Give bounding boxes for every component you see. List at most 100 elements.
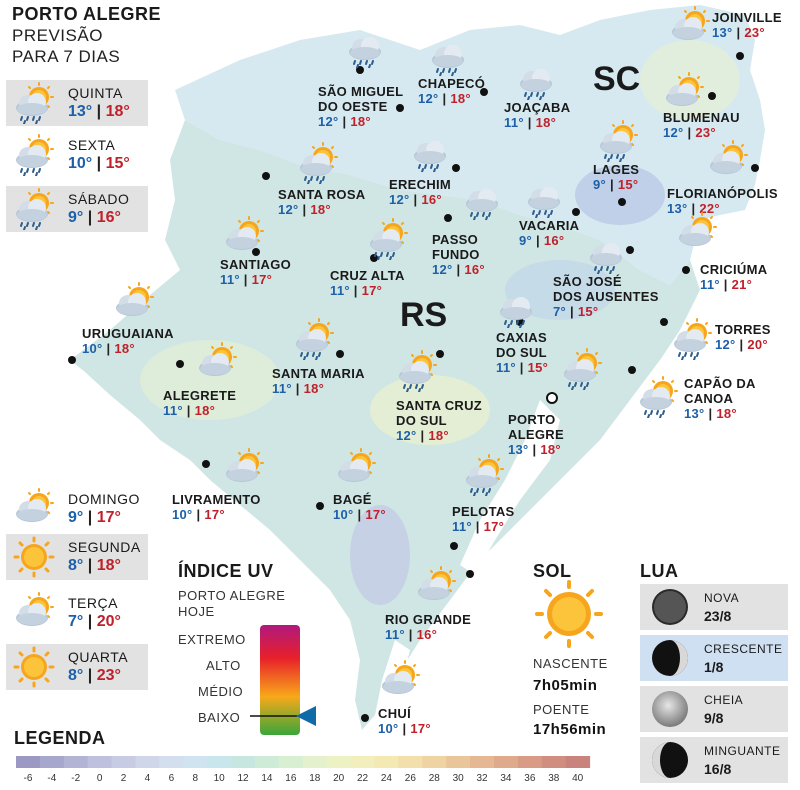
sun-cloud-rain-icon: [395, 350, 439, 393]
city-name: SANTA ROSA: [278, 187, 366, 202]
forecast-day-2: SÁBADO 9° | 16°: [6, 186, 148, 232]
city-name-line2: DOS AUSENTES: [553, 289, 659, 304]
legend-swatch: [565, 756, 591, 768]
legend-scale-value: 30: [452, 773, 464, 784]
forecast-day-1: SEXTA 10° | 15°: [6, 132, 148, 178]
sun-cloud-icon: [414, 566, 458, 608]
city-name: SÃO JOSÉ: [553, 274, 622, 289]
sun-cloud-rain-icon: [596, 120, 640, 163]
city-marker[interactable]: [202, 460, 210, 468]
city-marker[interactable]: [252, 248, 260, 256]
city-label: SANTIAGO 11° | 17°: [220, 257, 291, 287]
city-marker[interactable]: [628, 366, 636, 374]
city-temps: 7° | 15°: [553, 304, 599, 319]
city-marker[interactable]: [396, 104, 404, 112]
city-name: CHUÍ: [378, 706, 411, 721]
city-marker[interactable]: [626, 246, 634, 254]
city-label: CRUZ ALTA 11° | 17°: [330, 268, 405, 298]
city-marker[interactable]: [361, 714, 369, 722]
city-label: TORRES 12° | 20°: [715, 322, 771, 352]
city-name: PELOTAS: [452, 504, 515, 519]
city-marker[interactable]: [370, 254, 378, 262]
moon-phase-name: MINGUANTE: [704, 744, 781, 758]
city-label: SÃO MIGUEL DO OESTE 12° | 18°: [318, 84, 403, 129]
legend-swatch: [135, 756, 160, 768]
city-marker[interactable]: [546, 392, 558, 404]
forecast-day-3: DOMINGO 9° | 17°: [6, 486, 148, 532]
sun-cloud-icon: [222, 216, 266, 258]
legend-scale-value: 38: [548, 773, 560, 784]
city-marker[interactable]: [336, 350, 344, 358]
moon-phase-1: CRESCENTE 1/8: [640, 635, 788, 681]
city-marker[interactable]: [466, 570, 474, 578]
city-marker[interactable]: [450, 542, 458, 550]
sunrise-label: NASCENTE: [533, 656, 608, 671]
city-marker[interactable]: [452, 164, 460, 172]
city-marker[interactable]: [316, 502, 324, 510]
city-marker[interactable]: [436, 350, 444, 358]
uv-pointer: [296, 706, 316, 726]
city-temps: 11° | 18°: [163, 403, 216, 418]
city-marker[interactable]: [708, 92, 716, 100]
city-name-line2: FUNDO: [432, 247, 480, 262]
sun-cloud-icon: [12, 488, 56, 530]
forecast-day-temps: 7° | 20°: [68, 613, 121, 630]
city-name: FLORIANÓPOLIS: [667, 186, 778, 201]
city-marker[interactable]: [516, 318, 524, 326]
city-temps: 11° | 16°: [385, 627, 438, 642]
legend-swatch: [255, 756, 280, 768]
sun-graphic: [535, 580, 603, 648]
city-marker[interactable]: [618, 198, 626, 206]
sun-cloud-icon: [112, 282, 156, 324]
city-temps: 9° | 16°: [519, 233, 565, 248]
moon-phase-2: CHEIA 9/8: [640, 686, 788, 732]
header-title: PORTO ALEGRE: [12, 4, 162, 24]
forecast-day-name: SEGUNDA: [68, 539, 141, 555]
city-temps: 13° | 18°: [684, 406, 737, 421]
sun-cloud-rain-icon: [670, 318, 714, 361]
legend-swatch: [159, 756, 184, 768]
city-name: VACARIA: [519, 218, 580, 233]
sun-cloud-icon: [378, 660, 422, 702]
city-label: SANTA ROSA 12° | 18°: [278, 187, 366, 217]
sun-cloud-rain-icon: [12, 82, 56, 125]
city-marker[interactable]: [682, 266, 690, 274]
city-marker[interactable]: [356, 66, 364, 74]
legend-scale: [16, 756, 591, 768]
sun-cloud-rain-icon: [12, 134, 56, 177]
legend-swatch: [111, 756, 136, 768]
cloud-rain-icon: [586, 232, 630, 275]
city-name: PASSO: [432, 232, 479, 247]
city-name: JOAÇABA: [504, 100, 571, 115]
forecast-day-temps: 10° | 15°: [68, 155, 130, 172]
legend-swatch: [16, 756, 41, 768]
forecast-day-temps: 9° | 17°: [68, 509, 121, 526]
city-marker[interactable]: [176, 360, 184, 368]
sun-cloud-rain-icon: [462, 454, 506, 497]
legend-scale-value: 20: [333, 773, 345, 784]
city-marker[interactable]: [480, 88, 488, 96]
city-temps: 12° | 16°: [389, 192, 442, 207]
city-marker[interactable]: [262, 172, 270, 180]
city-label: ERECHIM 12° | 16°: [389, 177, 451, 207]
city-marker[interactable]: [736, 52, 744, 60]
sun-cloud-icon: [662, 72, 706, 114]
city-temps: 12° | 18°: [278, 202, 331, 217]
sun-icon: [12, 536, 56, 578]
city-temps: 11° | 15°: [496, 360, 549, 375]
city-marker[interactable]: [444, 214, 452, 222]
uv-subtitle-2: HOJE: [178, 604, 215, 619]
moon-title: LUA: [640, 561, 679, 581]
city-marker[interactable]: [660, 318, 668, 326]
sun-cloud-icon: [12, 592, 56, 634]
cloud-rain-icon: [516, 58, 560, 101]
city-marker[interactable]: [68, 356, 76, 364]
uv-subtitle-1: PORTO ALEGRE: [178, 588, 286, 603]
sun-cloud-rain-icon: [292, 318, 336, 361]
legend-swatch: [446, 756, 471, 768]
forecast-day-name: DOMINGO: [68, 491, 140, 507]
sun-cloud-rain-icon: [296, 142, 340, 185]
city-marker[interactable]: [751, 164, 759, 172]
city-marker[interactable]: [572, 208, 580, 216]
city-name: CHAPECÓ: [418, 76, 486, 91]
